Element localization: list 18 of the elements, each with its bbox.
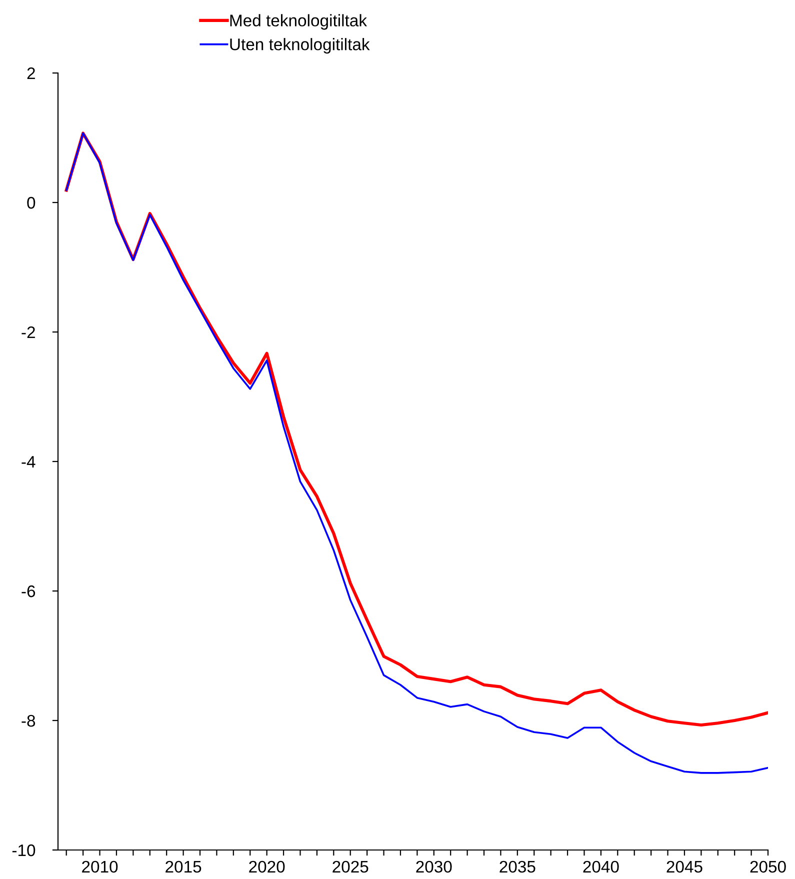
x-tick-label: 2010 — [82, 860, 118, 873]
x-tick-label: 2035 — [500, 860, 536, 873]
x-tick-label: 2020 — [249, 860, 285, 873]
x-tick-label: 2025 — [332, 860, 368, 873]
x-tick-label: 2050 — [750, 860, 786, 873]
legend-label: Uten teknologitiltak — [230, 38, 370, 54]
x-tick-label: 2045 — [666, 860, 702, 873]
y-tick-label: -10 — [12, 844, 36, 856]
legend-label: Med teknologitiltak — [230, 14, 368, 30]
x-tick-label: 2030 — [416, 860, 452, 873]
y-tick-label: -4 — [22, 456, 36, 468]
x-tick-label: 2040 — [583, 860, 619, 873]
y-tick-label: -2 — [22, 326, 35, 338]
y-tick-label: -6 — [22, 585, 36, 598]
x-tick-label: 2015 — [166, 860, 202, 873]
y-tick-label: 2 — [27, 67, 35, 80]
y-tick-label: -8 — [22, 714, 36, 727]
y-tick-label: 0 — [27, 196, 36, 209]
